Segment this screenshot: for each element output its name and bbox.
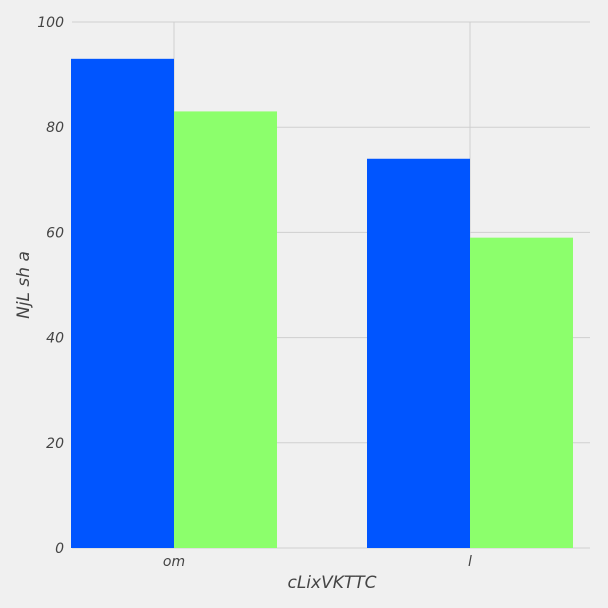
y-tick-label: 40 bbox=[46, 331, 64, 347]
bar bbox=[470, 237, 573, 548]
y-tick-labels: 0 20 40 60 80 100 bbox=[37, 15, 64, 557]
bar bbox=[367, 158, 470, 548]
bars bbox=[71, 58, 573, 549]
x-tick-labels: om l bbox=[163, 554, 472, 570]
y-tick-label: 80 bbox=[46, 120, 64, 136]
x-tick-label: om bbox=[163, 554, 185, 570]
bar bbox=[174, 111, 277, 549]
bar bbox=[71, 58, 174, 548]
y-tick-label: 0 bbox=[55, 541, 64, 557]
x-tick-label: l bbox=[468, 554, 472, 570]
y-axis-label: NjL sh a bbox=[14, 251, 34, 319]
y-tick-label: 100 bbox=[37, 15, 64, 31]
y-tick-label: 60 bbox=[46, 225, 64, 241]
x-axis-label: cLixVKTTC bbox=[287, 573, 376, 593]
y-tick-label: 20 bbox=[46, 436, 64, 452]
